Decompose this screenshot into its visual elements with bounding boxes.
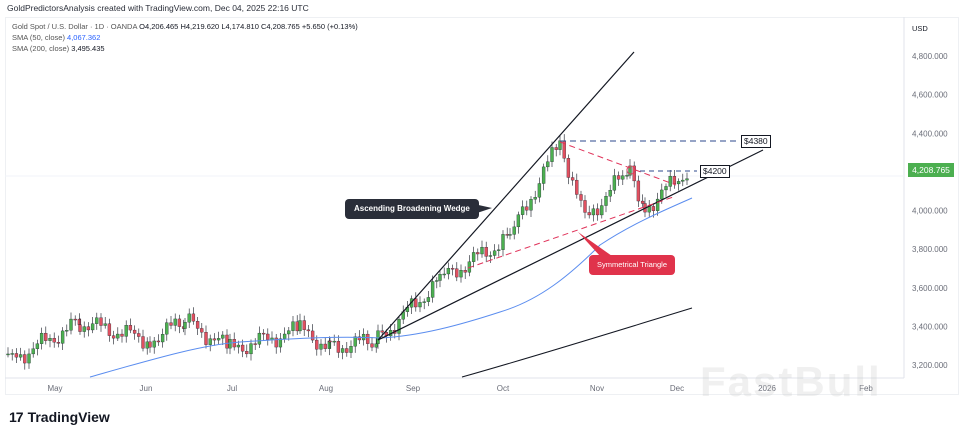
price-tick-label: 3,400.000 [912,322,948,331]
time-tick-label: Aug [319,384,333,393]
price-tick-label: 3,800.000 [912,245,948,254]
time-tick-label: May [47,384,62,393]
sma50-value: 4,067.362 [67,33,101,42]
price-tick-label: 3,600.000 [912,284,948,293]
pivot-marker [626,165,636,175]
chart-legend: Gold Spot / U.S. Dollar · 1D · OANDA O4,… [12,21,358,54]
triangle-callout-pointer [578,232,612,256]
tradingview-logo-text: TradingView [27,409,110,425]
chart-credit: GoldPredictorsAnalysis created with Trad… [7,3,309,13]
time-tick-label: Nov [590,384,604,393]
time-tick-label: Sep [406,384,421,393]
currency-label[interactable]: USD [912,24,928,33]
price-tick-label: 4,400.000 [912,129,948,138]
sma50-line [89,197,693,378]
legend-open: O4,206.465 [139,22,179,31]
legend-ohlc-row: Gold Spot / U.S. Dollar · 1D · OANDA O4,… [12,21,358,32]
sma200-label: SMA (200, close) [12,44,70,53]
candles [6,134,689,370]
triangle-callout[interactable]: Symmetrical Triangle [589,255,676,275]
legend-sma50-row[interactable]: SMA (50, close) 4,067.362 [12,32,358,43]
sma200-value: 3,495.435 [71,44,105,53]
price-axis[interactable]: 3,200.000 3,400.000 3,600.000 3,800.000 4,00… [912,52,948,370]
time-tick-label: 2026 [758,384,776,393]
chart-frame[interactable] [5,17,959,395]
triangle-lower-line[interactable] [467,195,677,269]
tradingview-logo-icon: 17 [9,409,24,425]
triangle-upper-line[interactable] [559,141,677,186]
last-price-tag: 4,208.765 [908,163,954,177]
legend-low: L4,174.810 [221,22,259,31]
legend-high: H4,219.620 [180,22,220,31]
price-tick-label: 4,600.000 [912,91,948,100]
wedge-upper-line[interactable] [377,51,635,341]
legend-close: C4,208.765 [260,22,300,31]
time-tick-label: Feb [859,384,873,393]
wedge-lower-line[interactable] [377,149,764,341]
sma50-label: SMA (50, close) [12,33,65,42]
price-tick-label: 4,800.000 [912,52,948,61]
time-tick-label: Jun [140,384,153,393]
tradingview-logo[interactable]: 17 TradingView [9,409,110,425]
legend-symbol[interactable]: Gold Spot / U.S. Dollar · 1D · OANDA [12,22,138,31]
time-tick-label: Dec [670,384,684,393]
price-tick-label: 4,000.000 [912,207,948,216]
time-axis[interactable]: May Jun Jul Aug Sep Oct Nov Dec 2026 Feb [47,384,873,393]
target-4380-label[interactable]: $4380 [741,135,771,148]
time-tick-label: Oct [497,384,510,393]
time-tick-label: Jul [227,384,237,393]
sma200-line [461,307,693,378]
legend-change: +5.650 (+0.13%) [301,22,358,31]
wedge-callout[interactable]: Ascending Broadening Wedge [345,199,479,219]
legend-sma200-row[interactable]: SMA (200, close) 3,495.435 [12,43,358,54]
target-4200-label[interactable]: $4200 [700,165,730,178]
price-tick-label: 3,200.000 [912,361,948,370]
